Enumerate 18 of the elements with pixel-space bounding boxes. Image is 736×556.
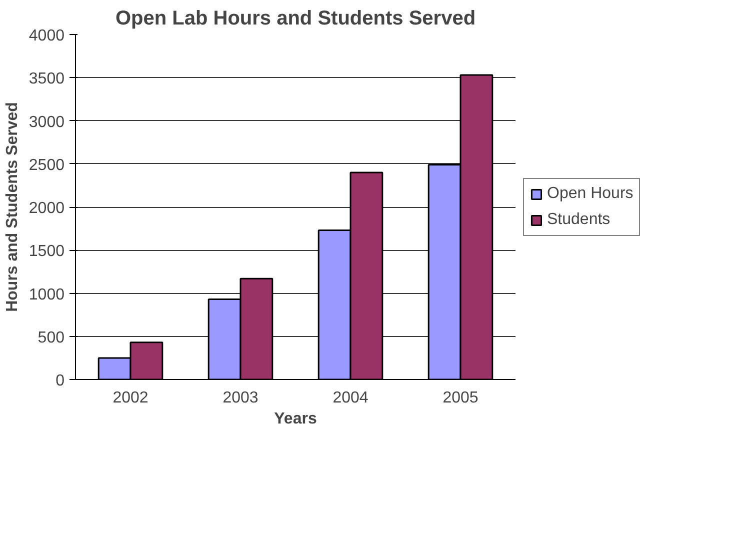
y-tick-label: 1500	[28, 243, 65, 260]
y-tick-label: 500	[38, 329, 65, 346]
legend-label: Open Hours	[547, 184, 634, 202]
y-axis-title: Hours and Students Served	[4, 102, 21, 312]
y-tick-label: 3000	[28, 114, 65, 131]
x-axis-title: Years	[274, 410, 317, 428]
y-tick-label: 4000	[28, 28, 65, 44]
x-tick-label: 2004	[332, 390, 368, 406]
legend-label: Students	[547, 210, 610, 228]
x-tick-label: 2005	[442, 390, 478, 406]
y-tick-label: 2500	[28, 156, 65, 174]
x-tick-label: 2002	[112, 390, 148, 406]
chart-title: Open Lab Hours and Students Served	[115, 8, 476, 30]
y-tick-label: 3500	[28, 70, 65, 88]
y-tick-label: 1000	[28, 286, 65, 304]
x-tick-label: 2003	[222, 390, 258, 406]
y-tick-label: 0	[56, 372, 65, 390]
y-tick-label: 2000	[28, 200, 65, 217]
